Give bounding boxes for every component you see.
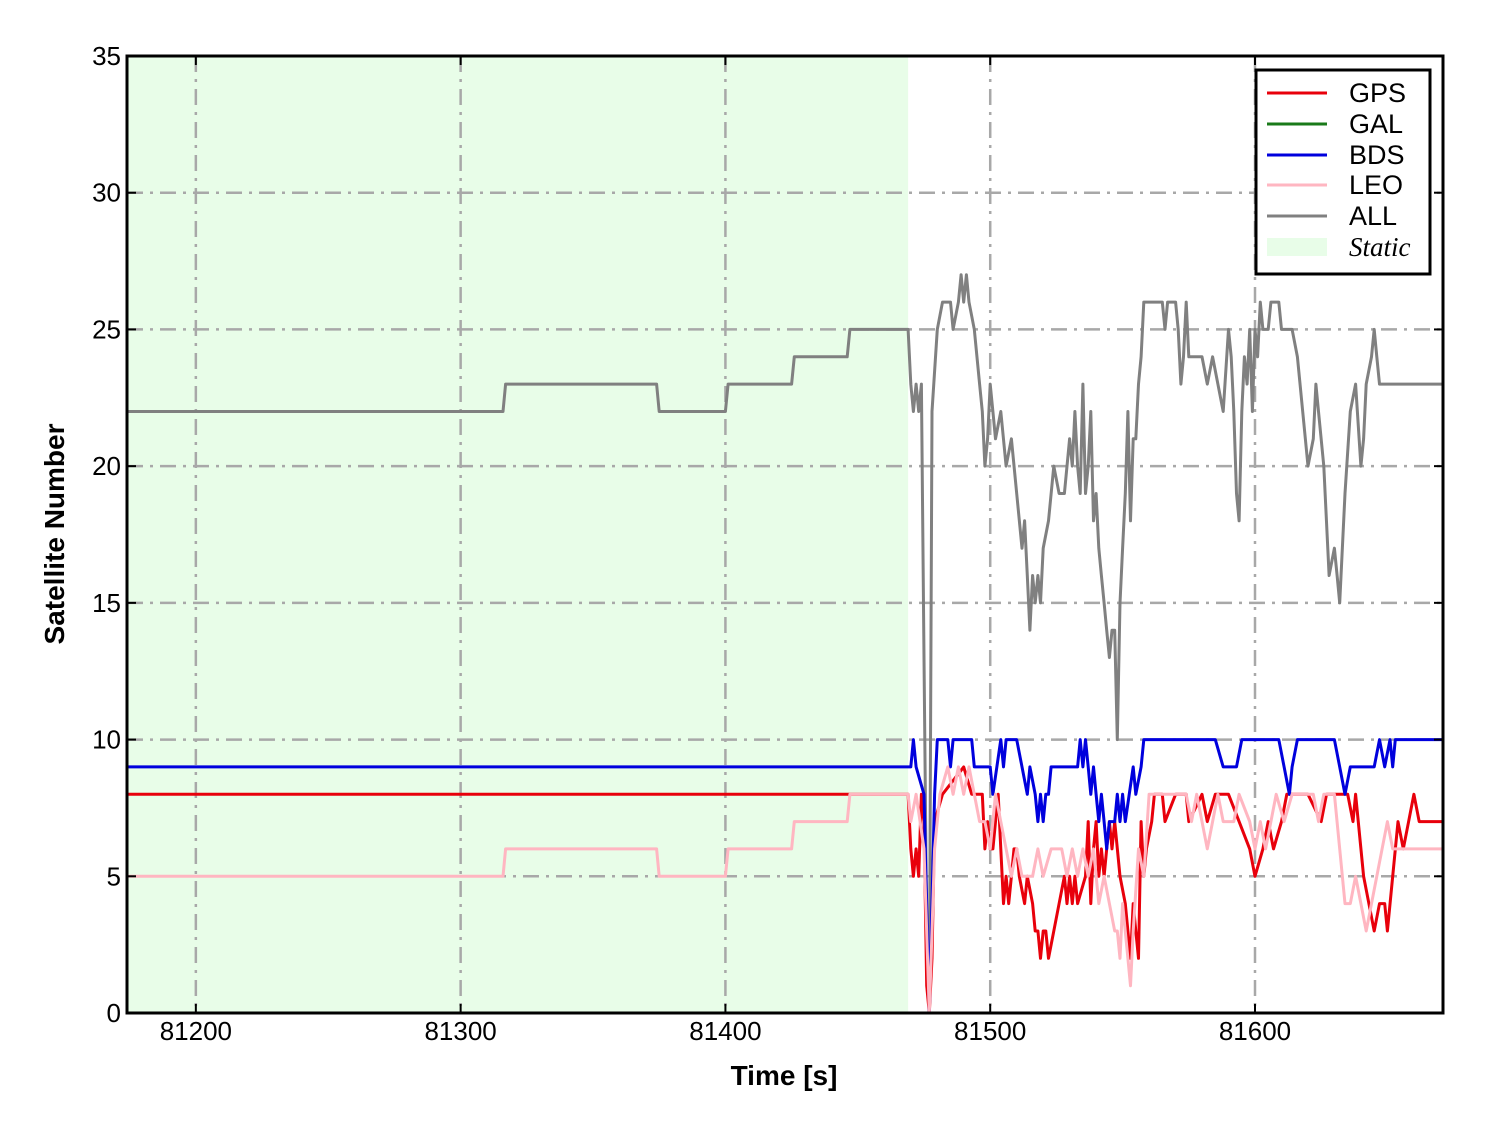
series-line-leo bbox=[127, 765, 1443, 1015]
y-tick-label-0: 0 bbox=[107, 998, 121, 1028]
legend-label-bds: BDS bbox=[1349, 140, 1405, 170]
axis-tick-labels: 81200 81300 81400 81500 81600 0 5 10 15 20 25 30 35 bbox=[92, 41, 1291, 1046]
y-tick-label-30: 30 bbox=[92, 178, 121, 208]
y-tick-label-10: 10 bbox=[92, 725, 121, 755]
y-tick-label-20: 20 bbox=[92, 451, 121, 481]
y-tick-label-15: 15 bbox=[92, 588, 121, 618]
x-tick-label-81200: 81200 bbox=[160, 1016, 232, 1046]
series-line-all bbox=[127, 273, 1443, 1015]
y-tick-label-25: 25 bbox=[92, 314, 121, 344]
legend-label-static: Static bbox=[1349, 232, 1411, 262]
legend-label-gps: GPS bbox=[1349, 78, 1406, 108]
series-layer bbox=[127, 273, 1443, 1015]
y-tick-label-35: 35 bbox=[92, 41, 121, 71]
y-tick-label-5: 5 bbox=[107, 861, 121, 891]
plot-frame bbox=[125, 54, 1445, 1015]
x-tick-label-81500: 81500 bbox=[954, 1016, 1026, 1046]
x-tick-label-81400: 81400 bbox=[689, 1016, 761, 1046]
y-axis-label: Satellite Number bbox=[39, 423, 70, 644]
legend-swatch-static bbox=[1267, 238, 1327, 256]
x-tick-label-81600: 81600 bbox=[1219, 1016, 1291, 1046]
x-axis-label: Time [s] bbox=[731, 1060, 838, 1091]
grid-lines bbox=[127, 56, 1443, 1013]
legend-label-leo: LEO bbox=[1349, 170, 1403, 200]
axis-ticks bbox=[127, 55, 1443, 1014]
series-line-bds bbox=[127, 738, 1443, 1015]
legend: GPS GAL BDS LEO ALL Static bbox=[1254, 68, 1432, 276]
static-shaded-region bbox=[127, 56, 909, 1013]
legend-label-gal: GAL bbox=[1349, 109, 1403, 139]
x-tick-label-81300: 81300 bbox=[424, 1016, 496, 1046]
legend-label-all: ALL bbox=[1349, 201, 1397, 231]
